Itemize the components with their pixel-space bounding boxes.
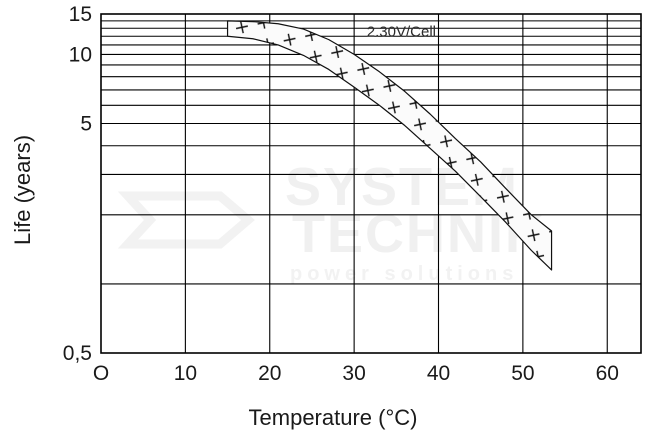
y-axis-title: Life (years): [10, 135, 35, 245]
service-life-band: [226, 20, 553, 271]
x-axis-title: Temperature (°C): [249, 405, 418, 430]
grid-layer: [101, 14, 641, 353]
x-tick-label: 10: [174, 362, 197, 385]
x-tick-label: 30: [342, 362, 365, 385]
x-tick-label: 50: [511, 362, 534, 385]
plot-frame: [100, 13, 642, 354]
y-tick-label: 10: [69, 43, 92, 66]
chart-annotations: 2.30V/Cell: [367, 23, 436, 40]
x-tick-label: 40: [427, 362, 450, 385]
watermark-line3: power solutions: [290, 263, 518, 285]
annotation-voltage: 2.30V/Cell: [367, 23, 436, 40]
y-tick-label: 15: [69, 3, 92, 26]
x-tick-label: 60: [596, 362, 619, 385]
watermark-arrow-icon: [117, 191, 255, 249]
x-tick-label: 20: [258, 362, 281, 385]
x-tick-labels: O 10 20 30 40 50 60: [93, 362, 619, 385]
y-tick-label: 5: [80, 113, 92, 136]
y-tick-label: 0,5: [63, 342, 92, 365]
y-tick-labels: 0,5 5 10 15: [63, 3, 92, 365]
x-tick-label: O: [93, 362, 109, 385]
